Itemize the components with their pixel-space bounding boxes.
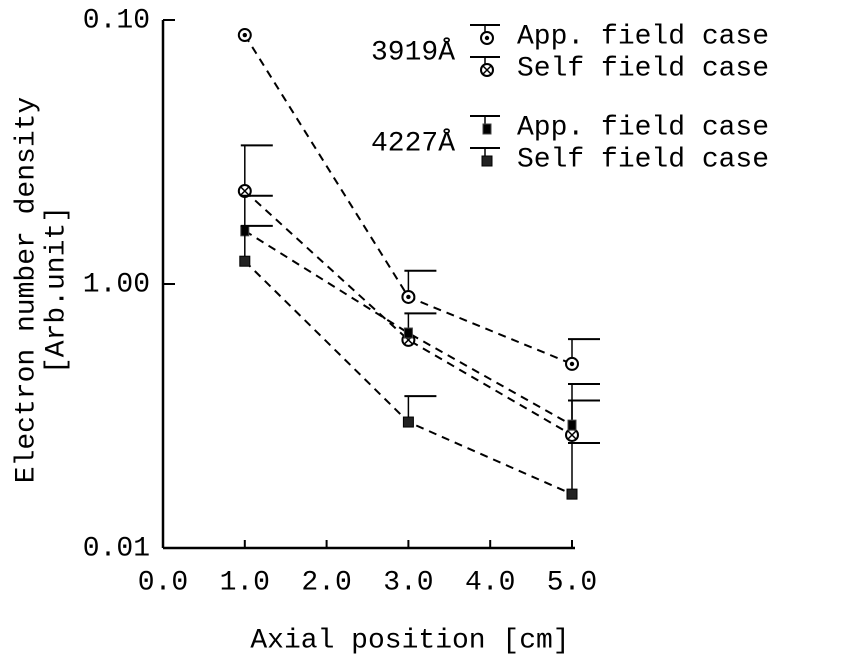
marker [237, 28, 252, 43]
marker [480, 31, 494, 45]
y-tick-label: 0.10 [83, 5, 150, 36]
marker [480, 63, 494, 77]
x-tick-label: 2.0 [301, 567, 351, 598]
legend-label: Self field case [517, 144, 769, 175]
y-tick-label: 1.00 [83, 269, 150, 300]
marker [565, 356, 579, 371]
legend-group-label: 4227Å [371, 128, 455, 159]
x-axis-label: Axial position [cm] [250, 625, 569, 656]
legend-label: App. field case [517, 112, 769, 143]
marker [482, 123, 492, 135]
y-axis-label: Electron number density [11, 97, 42, 483]
marker [239, 255, 251, 267]
marker [402, 416, 414, 428]
x-tick-label: 0.0 [138, 567, 188, 598]
marker [403, 327, 413, 339]
legend-label: Self field case [517, 53, 769, 84]
marker [481, 155, 493, 167]
legend-group-label: 3919Å [371, 37, 455, 68]
x-tick-label: 1.0 [220, 567, 270, 598]
x-tick-label: 4.0 [465, 567, 515, 598]
marker [566, 488, 578, 500]
marker [567, 419, 577, 431]
y-axis-label: [Arb.unit] [41, 206, 72, 374]
y-tick-label: 0.01 [83, 533, 150, 564]
x-tick-label: 5.0 [547, 567, 597, 598]
x-tick-label: 3.0 [383, 567, 433, 598]
marker [565, 427, 579, 442]
legend-label: App. field case [517, 21, 769, 52]
marker [401, 289, 416, 304]
series-line [244, 190, 573, 436]
